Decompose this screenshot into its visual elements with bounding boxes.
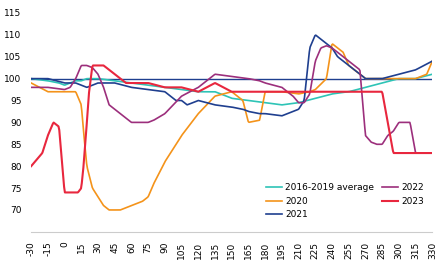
2016-2019 average bbox=[430, 73, 435, 76]
2021 bbox=[221, 104, 227, 108]
2021 bbox=[219, 104, 224, 107]
2020 bbox=[268, 90, 273, 93]
2021 bbox=[359, 74, 364, 77]
2016-2019 average bbox=[29, 77, 34, 80]
2020 bbox=[107, 208, 112, 211]
2016-2019 average bbox=[358, 87, 363, 90]
2021 bbox=[29, 77, 34, 80]
2016-2019 average bbox=[246, 99, 251, 102]
2021 bbox=[246, 110, 251, 113]
2022 bbox=[221, 74, 227, 77]
2020 bbox=[222, 92, 228, 95]
Line: 2023: 2023 bbox=[31, 65, 432, 193]
Line: 2022: 2022 bbox=[31, 46, 432, 153]
2023 bbox=[223, 87, 228, 90]
2023 bbox=[220, 86, 226, 89]
2023 bbox=[247, 90, 252, 93]
2021 bbox=[279, 114, 284, 117]
2016-2019 average bbox=[267, 102, 273, 105]
2020 bbox=[330, 42, 335, 45]
2022 bbox=[430, 151, 435, 155]
Line: 2016-2019 average: 2016-2019 average bbox=[31, 74, 432, 105]
2023 bbox=[422, 151, 427, 155]
2021 bbox=[313, 34, 318, 37]
2021 bbox=[422, 64, 427, 67]
2022 bbox=[324, 44, 329, 47]
2022 bbox=[267, 83, 273, 86]
2020 bbox=[29, 82, 34, 85]
2022 bbox=[422, 151, 427, 155]
Line: 2020: 2020 bbox=[31, 44, 432, 210]
2020 bbox=[247, 121, 252, 124]
2022 bbox=[246, 77, 251, 80]
2021 bbox=[267, 113, 273, 116]
Legend: 2016-2019 average, 2020, 2021, 2022, 2023: 2016-2019 average, 2020, 2021, 2022, 202… bbox=[262, 180, 428, 223]
2021 bbox=[430, 59, 435, 63]
2022 bbox=[414, 151, 419, 155]
2016-2019 average bbox=[421, 75, 426, 78]
2022 bbox=[219, 74, 224, 77]
Line: 2021: 2021 bbox=[31, 35, 432, 116]
2022 bbox=[29, 86, 34, 89]
2020 bbox=[359, 74, 364, 77]
2016-2019 average bbox=[219, 93, 224, 96]
2023 bbox=[269, 90, 274, 93]
2016-2019 average bbox=[221, 94, 227, 97]
2022 bbox=[358, 79, 363, 82]
2016-2019 average bbox=[279, 103, 284, 107]
2023 bbox=[359, 90, 364, 93]
2020 bbox=[220, 93, 225, 96]
2023 bbox=[29, 165, 34, 168]
2020 bbox=[430, 59, 435, 63]
2020 bbox=[422, 74, 427, 77]
2023 bbox=[90, 64, 96, 67]
2023 bbox=[430, 151, 435, 155]
2023 bbox=[62, 191, 67, 194]
